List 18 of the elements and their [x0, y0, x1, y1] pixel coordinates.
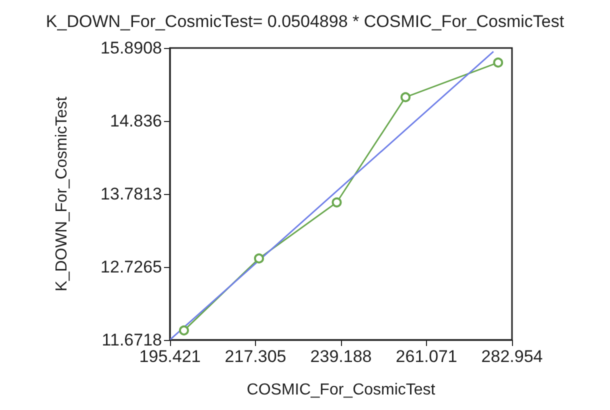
- y-tick-label: 12.7265: [100, 258, 162, 277]
- point: [254, 253, 264, 264]
- x-tick-label: 217.305: [224, 347, 286, 366]
- x-tick-label: 261.071: [396, 347, 458, 366]
- point: [332, 197, 342, 208]
- chart-title: K_DOWN_For_CosmicTest= 0.0504898 * COSMIC_For_CosmicTest: [46, 12, 564, 31]
- y-tick-label: 15.8908: [100, 38, 162, 58]
- point: [178, 325, 189, 336]
- point: [493, 58, 504, 68]
- y-tick-label: 13.7813: [100, 184, 162, 204]
- y-tick-label: 11.6718: [102, 330, 162, 350]
- x-axis-title: COSMIC_For_CosmicTest: [246, 382, 436, 398]
- point: [400, 92, 411, 102]
- y-tick-label: 14.836: [110, 112, 162, 131]
- x-tick-label: 239.188: [310, 347, 372, 366]
- y-axis-title: K_DOWN_For_CosmicTest: [54, 96, 70, 292]
- x-tick-label: 195.421: [139, 347, 201, 366]
- x-tick-label: 282.954: [481, 347, 543, 366]
